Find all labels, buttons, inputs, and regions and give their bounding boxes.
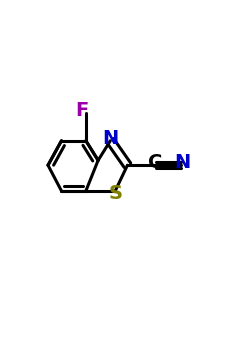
Text: C: C	[148, 153, 163, 172]
Text: N: N	[102, 129, 118, 148]
Text: S: S	[109, 184, 123, 203]
Text: F: F	[76, 101, 89, 120]
Text: N: N	[174, 153, 190, 172]
